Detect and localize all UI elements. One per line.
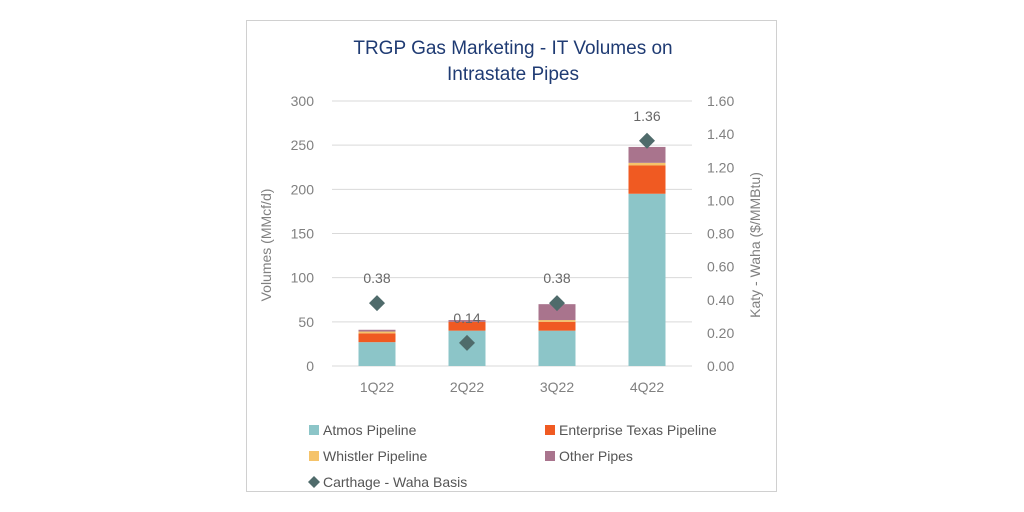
basis-marker [549,295,565,312]
basis-marker [639,132,655,149]
x-tick-label: 2Q22 [450,379,484,395]
legend-label: Atmos Pipeline [323,422,417,438]
legend-label: Enterprise Texas Pipeline [559,422,717,438]
bar-segment-atmos-pipeline [538,330,576,366]
y2-tick-label: 0.00 [707,358,734,374]
y2-tick-label: 0.20 [707,325,734,341]
bar-segment-atmos-pipeline [358,342,396,366]
basis-data-label: 0.38 [363,270,390,286]
bar-segment-whistler-pipeline [628,162,666,166]
bar-segment-atmos-pipeline [628,193,666,366]
bar-segment-other-pipes [358,329,396,332]
y2-axis-label: Katy - Waha ($/MMBtu) [747,172,763,318]
legend-swatch [309,451,319,461]
bar-segment-enterprise-texas-pipeline [628,165,666,194]
legend-label: Carthage - Waha Basis [323,474,467,490]
legend-swatch [545,425,555,435]
chart-svg: TRGP Gas Marketing - IT Volumes on Intra… [258,38,763,490]
bar-segment-enterprise-texas-pipeline [448,321,486,331]
y-tick-label: 100 [291,270,315,286]
bar-segment-other-pipes [628,146,666,163]
y2-tick-label: 1.60 [707,93,734,109]
bar-segment-enterprise-texas-pipeline [358,333,396,343]
y-axis-label: Volumes (MMcf/d) [258,189,274,302]
basis-marker [369,295,385,312]
y-tick-label: 150 [291,226,315,242]
y-tick-label: 50 [298,314,314,330]
basis-data-label: 1.36 [633,108,660,124]
legend-swatch [545,451,555,461]
x-tick-label: 1Q22 [360,379,394,395]
legend-swatch [309,425,319,435]
basis-data-label: 0.14 [453,310,480,326]
legend-label: Whistler Pipeline [323,448,427,464]
y2-tick-label: 0.60 [707,259,734,275]
legend-marker [308,476,320,488]
y2-tick-label: 0.80 [707,226,734,242]
chart-container: TRGP Gas Marketing - IT Volumes on Intra… [246,20,777,492]
bar-segment-whistler-pipeline [538,320,576,322]
chart-title-line-1: TRGP Gas Marketing - IT Volumes on [353,38,672,59]
y2-tick-label: 1.00 [707,192,734,208]
basis-data-label: 0.38 [543,270,570,286]
bar-segment-whistler-pipeline [358,331,396,334]
legend-label: Other Pipes [559,448,633,464]
bar-segment-other-pipes [448,320,486,322]
y-tick-label: 250 [291,137,315,153]
y2-tick-label: 1.20 [707,159,734,175]
y2-tick-label: 1.40 [707,126,734,142]
y2-tick-label: 0.40 [707,292,734,308]
y-tick-label: 0 [306,358,314,374]
bar-segment-other-pipes [538,304,576,321]
chart-title-line-2: Intrastate Pipes [447,64,579,85]
bar-segment-enterprise-texas-pipeline [538,321,576,331]
y-tick-label: 300 [291,93,315,109]
basis-marker [459,334,475,351]
x-tick-label: 4Q22 [630,379,664,395]
y-tick-label: 200 [291,181,315,197]
x-tick-label: 3Q22 [540,379,574,395]
